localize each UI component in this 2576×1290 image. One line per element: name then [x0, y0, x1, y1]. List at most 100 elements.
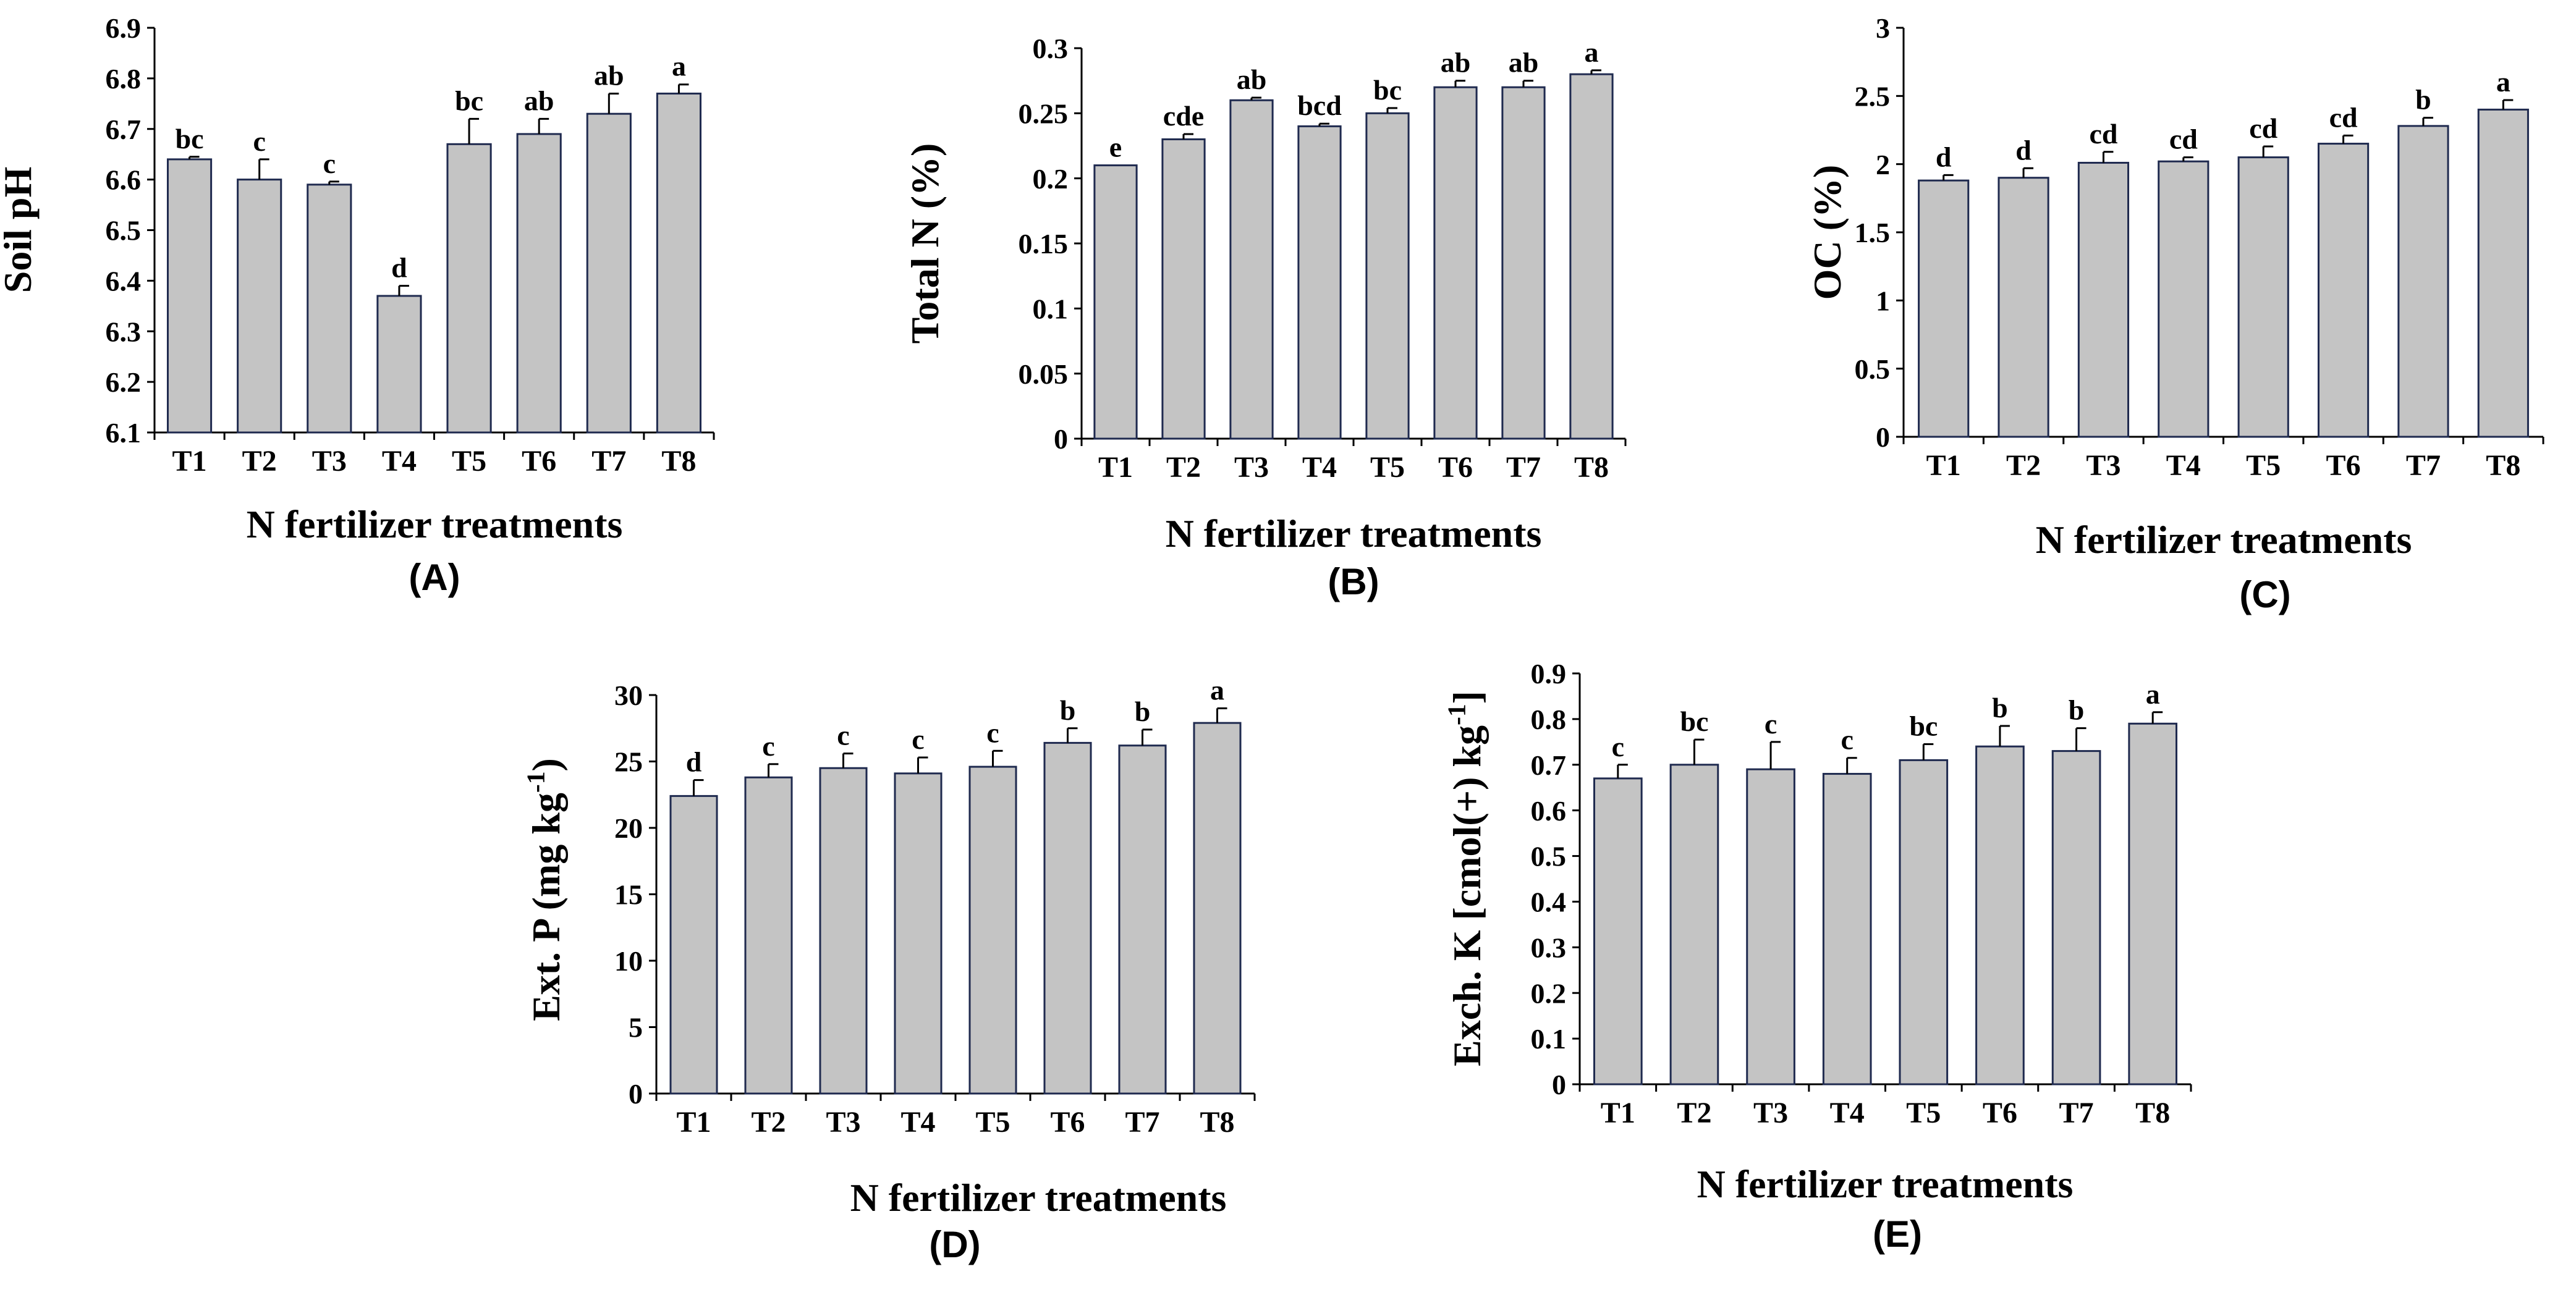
- chart-panel-a: 6.1 6.2 6.3 6.4 6.5 6.6 6.7 6.8 6.9 bc T1 c T2 c T3 d T4…: [0, 12, 715, 598]
- y-tick-label: 6.4: [106, 265, 142, 297]
- y-axis-title: OC (%): [1805, 165, 1849, 300]
- x-category-label: T7: [2406, 449, 2441, 482]
- y-tick-label: 25: [614, 746, 643, 778]
- significance-letter: cd: [2089, 118, 2117, 150]
- y-tick-label: 0.3: [1531, 932, 1567, 963]
- significance-letter: cd: [2249, 112, 2277, 144]
- x-category-label: T4: [1830, 1097, 1865, 1129]
- significance-letter: ab: [1441, 47, 1471, 78]
- bar-t7: [1501, 86, 1546, 440]
- bar-t4: [376, 295, 422, 434]
- bar-t8: [1569, 73, 1614, 440]
- chart-panel-d: 0 5 10 15 20 25 30 d T1 c T2 c T3 c T4 c T5 b T6 b T7 a T8 N fe…: [522, 675, 1256, 1265]
- x-axis-title: N fertilizer treatments: [1697, 1162, 2074, 1206]
- x-category-label: T4: [2166, 449, 2201, 482]
- y-axis-title-text: Soil pH: [0, 167, 40, 293]
- x-category-label: T5: [2246, 449, 2281, 482]
- bar-t1: [166, 158, 213, 434]
- y-tick-label: 10: [614, 945, 643, 977]
- y-tick-label: 20: [614, 812, 643, 844]
- y-axis-title-superscript: -1: [1443, 704, 1471, 725]
- bar-t3: [819, 767, 868, 1095]
- significance-letter: d: [686, 746, 702, 778]
- x-category-label: T2: [751, 1106, 786, 1139]
- significance-letter: c: [1841, 724, 1853, 756]
- y-axis-title-text: Exch. K [cmol(+) kg: [1445, 725, 1489, 1066]
- y-tick-label: 0.6: [1531, 795, 1567, 827]
- y-tick-label: 6.9: [106, 12, 142, 44]
- bar-t3: [1229, 99, 1274, 440]
- bar-t7: [586, 112, 632, 434]
- x-category-label: T1: [676, 1106, 711, 1139]
- chart-panel-b: 0 0.05 0.1 0.15 0.2 0.25 0.3 e T1 cde T2 ab T3 bcd T4 b…: [903, 33, 1627, 602]
- bar-t1: [1093, 164, 1138, 440]
- y-tick-label: 0.8: [1531, 704, 1567, 735]
- significance-letter: cde: [1163, 100, 1204, 132]
- x-axis-title: N fertilizer treatments: [850, 1176, 1227, 1220]
- bar-t8: [656, 92, 702, 434]
- significance-letter: bc: [1373, 74, 1402, 106]
- significance-letter: bc: [1909, 710, 1938, 742]
- y-axis-title: Soil pH: [0, 167, 40, 293]
- x-category-label: T7: [591, 445, 626, 478]
- y-tick-label: 0.5: [1531, 841, 1567, 872]
- x-category-label: T1: [1601, 1097, 1635, 1129]
- significance-letter: a: [672, 51, 686, 82]
- x-category-label: T4: [900, 1106, 935, 1139]
- x-category-label: T8: [1574, 451, 1609, 484]
- x-category-label: T6: [522, 445, 556, 478]
- significance-letter: b: [1060, 694, 1076, 726]
- y-tick-label: 0.1: [1033, 293, 1069, 324]
- x-category-label: T3: [1753, 1097, 1788, 1129]
- y-tick-label: 6.8: [106, 63, 142, 95]
- x-category-label: T6: [1983, 1097, 2017, 1129]
- bar-t4: [2158, 160, 2210, 438]
- significance-letter: a: [1210, 675, 1224, 706]
- bar-t6: [1043, 741, 1092, 1095]
- bar-t5: [968, 765, 1017, 1095]
- bar-t7: [1118, 744, 1167, 1095]
- x-category-label: T5: [975, 1106, 1010, 1139]
- y-tick-label: 30: [614, 680, 643, 711]
- bar-t5: [446, 143, 492, 434]
- y-tick-label: 6.7: [106, 114, 142, 145]
- x-category-label: T5: [452, 445, 486, 478]
- y-axis-title-text: OC (%): [1805, 165, 1849, 300]
- y-tick-label: 0.5: [1855, 353, 1891, 385]
- significance-letter: bc: [455, 85, 483, 116]
- y-tick-label: 0.2: [1531, 977, 1567, 1009]
- y-tick-label: 0.3: [1033, 33, 1069, 64]
- significance-letter: bcd: [1297, 90, 1342, 121]
- chart-panel-e: 0 0.1 0.2 0.3 0.4 0.5 0.6 0.7 0.8 0.9 c T1 bc T2 c T3 c T…: [1443, 658, 2192, 1255]
- significance-letter: c: [762, 730, 774, 762]
- panel-label: (E): [1873, 1213, 1922, 1255]
- x-category-label: T2: [1166, 451, 1201, 484]
- y-tick-label: 15: [614, 879, 643, 911]
- significance-letter: c: [912, 723, 924, 755]
- x-category-label: T7: [2059, 1097, 2094, 1129]
- significance-letter: b: [1992, 692, 2008, 723]
- x-category-label: T1: [1926, 449, 1961, 482]
- x-category-label: T8: [2486, 449, 2520, 482]
- bar-t5: [1899, 759, 1949, 1086]
- significance-letter: c: [986, 717, 999, 748]
- significance-letter: d: [1936, 141, 1952, 172]
- y-axis-title: Total N (%): [903, 143, 947, 344]
- y-tick-label: 2: [1876, 149, 1890, 180]
- bar-t6: [1433, 86, 1478, 440]
- bar-t2: [1669, 764, 1719, 1086]
- significance-letter: c: [837, 720, 849, 751]
- y-tick-label: 0: [1054, 423, 1068, 455]
- bar-t6: [2317, 143, 2370, 438]
- bar-t2: [237, 179, 282, 434]
- y-tick-label: 0: [629, 1078, 643, 1110]
- x-category-label: T3: [1234, 451, 1269, 484]
- significance-letter: b: [2415, 84, 2431, 116]
- bar-t3: [2077, 161, 2130, 438]
- x-category-label: T2: [2006, 449, 2041, 482]
- bar-t6: [1975, 745, 2025, 1086]
- x-category-label: T6: [2326, 449, 2361, 482]
- bar-t3: [307, 183, 352, 434]
- significance-letter: c: [1765, 708, 1777, 740]
- significance-letter: b: [2069, 694, 2085, 726]
